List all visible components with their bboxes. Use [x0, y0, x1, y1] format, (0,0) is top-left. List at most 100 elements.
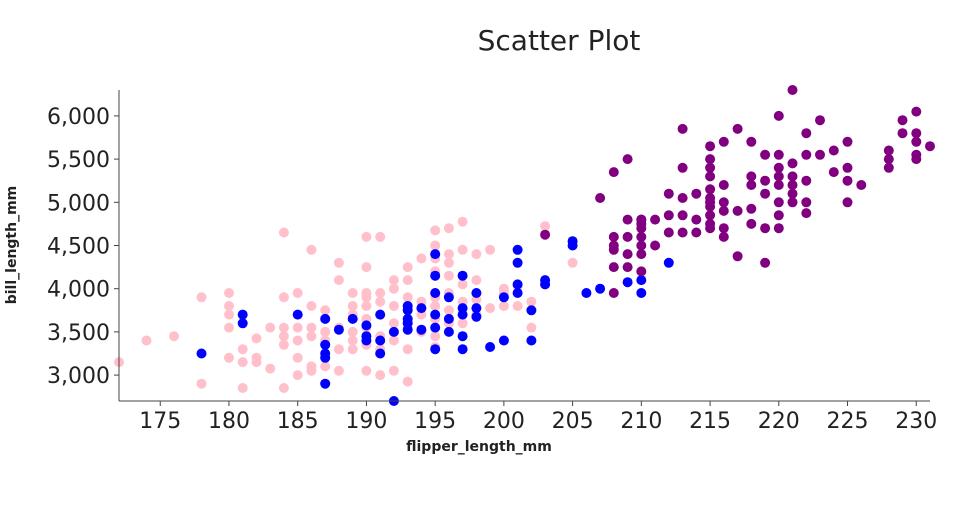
data-point	[361, 335, 372, 346]
data-point	[430, 322, 441, 333]
data-point	[842, 136, 853, 147]
data-point	[773, 110, 784, 121]
data-point	[457, 279, 468, 290]
data-point	[787, 85, 798, 95]
data-point	[388, 318, 399, 329]
data-point	[388, 365, 399, 376]
data-point	[773, 149, 784, 160]
x-tick-label: 195	[414, 409, 456, 434]
data-point	[897, 115, 908, 126]
data-point	[608, 244, 619, 255]
x-tick-label: 190	[345, 409, 387, 434]
data-point	[705, 162, 716, 173]
data-point	[526, 296, 537, 307]
data-point	[801, 175, 812, 186]
data-point	[746, 171, 757, 182]
x-tick-label: 200	[483, 409, 525, 434]
data-point	[636, 249, 647, 260]
data-point	[622, 154, 633, 165]
data-point	[842, 175, 853, 186]
data-point	[306, 331, 317, 342]
data-point	[691, 227, 702, 238]
data-point	[361, 320, 372, 331]
data-point	[512, 257, 523, 268]
data-point	[787, 158, 798, 169]
data-point	[416, 324, 427, 335]
data-point	[608, 231, 619, 242]
data-point	[471, 311, 482, 322]
data-point	[773, 171, 784, 182]
data-point	[278, 331, 289, 342]
data-point	[773, 210, 784, 221]
data-point	[471, 288, 482, 298]
data-point	[883, 145, 894, 156]
data-point	[430, 309, 441, 320]
data-point	[375, 296, 386, 307]
data-point	[526, 305, 537, 316]
data-point	[581, 288, 592, 298]
data-point	[361, 262, 372, 273]
data-point	[691, 188, 702, 199]
data-point	[622, 262, 633, 273]
y-axis-ticks: 3,000 3,500 4,000 4,500 5,000 5,500 6,000	[47, 105, 119, 389]
data-point	[732, 205, 743, 216]
data-point	[430, 344, 441, 355]
data-point	[636, 275, 647, 286]
y-tick-label: 4,000	[47, 278, 110, 303]
data-point	[375, 231, 386, 242]
data-point	[815, 115, 825, 126]
data-point	[457, 309, 468, 320]
data-point	[320, 352, 331, 363]
data-point	[636, 288, 647, 298]
data-point	[457, 344, 468, 355]
data-point	[485, 244, 496, 255]
data-point	[361, 301, 372, 311]
data-point	[333, 365, 344, 376]
data-point	[333, 257, 344, 268]
data-point	[333, 275, 344, 286]
x-tick-label: 175	[139, 409, 181, 434]
data-point	[375, 348, 386, 359]
x-tick-label: 215	[689, 409, 731, 434]
data-point	[457, 331, 468, 342]
data-point	[608, 262, 619, 273]
data-point	[773, 162, 784, 173]
data-point	[540, 221, 551, 232]
data-point	[856, 180, 867, 190]
data-point	[443, 270, 454, 281]
data-point	[636, 223, 647, 234]
x-axis-title: flipper_length_mm	[406, 439, 552, 455]
points-layer	[114, 85, 935, 406]
data-point	[443, 305, 454, 316]
data-point	[430, 331, 441, 342]
y-tick-label: 3,500	[47, 321, 110, 346]
data-point	[306, 365, 317, 376]
data-point	[388, 275, 399, 286]
data-point	[787, 171, 798, 182]
data-point	[402, 292, 413, 303]
data-point	[718, 197, 729, 208]
x-tick-label: 210	[620, 409, 662, 434]
data-point	[677, 162, 688, 173]
data-point	[265, 322, 276, 333]
data-point	[237, 357, 248, 368]
x-tick-label: 185	[277, 409, 319, 434]
data-point	[347, 288, 358, 298]
data-point	[883, 154, 894, 165]
data-point	[333, 324, 344, 335]
data-point	[705, 171, 716, 182]
data-point	[526, 322, 537, 333]
data-point	[306, 322, 317, 333]
data-point	[773, 197, 784, 208]
data-point	[512, 279, 523, 290]
data-point	[801, 128, 812, 139]
data-point	[705, 223, 716, 234]
data-point	[718, 180, 729, 190]
data-point	[333, 344, 344, 355]
data-point	[801, 197, 812, 208]
data-point	[251, 357, 262, 368]
data-point	[911, 128, 922, 139]
data-point	[237, 383, 248, 393]
data-point	[416, 303, 427, 314]
